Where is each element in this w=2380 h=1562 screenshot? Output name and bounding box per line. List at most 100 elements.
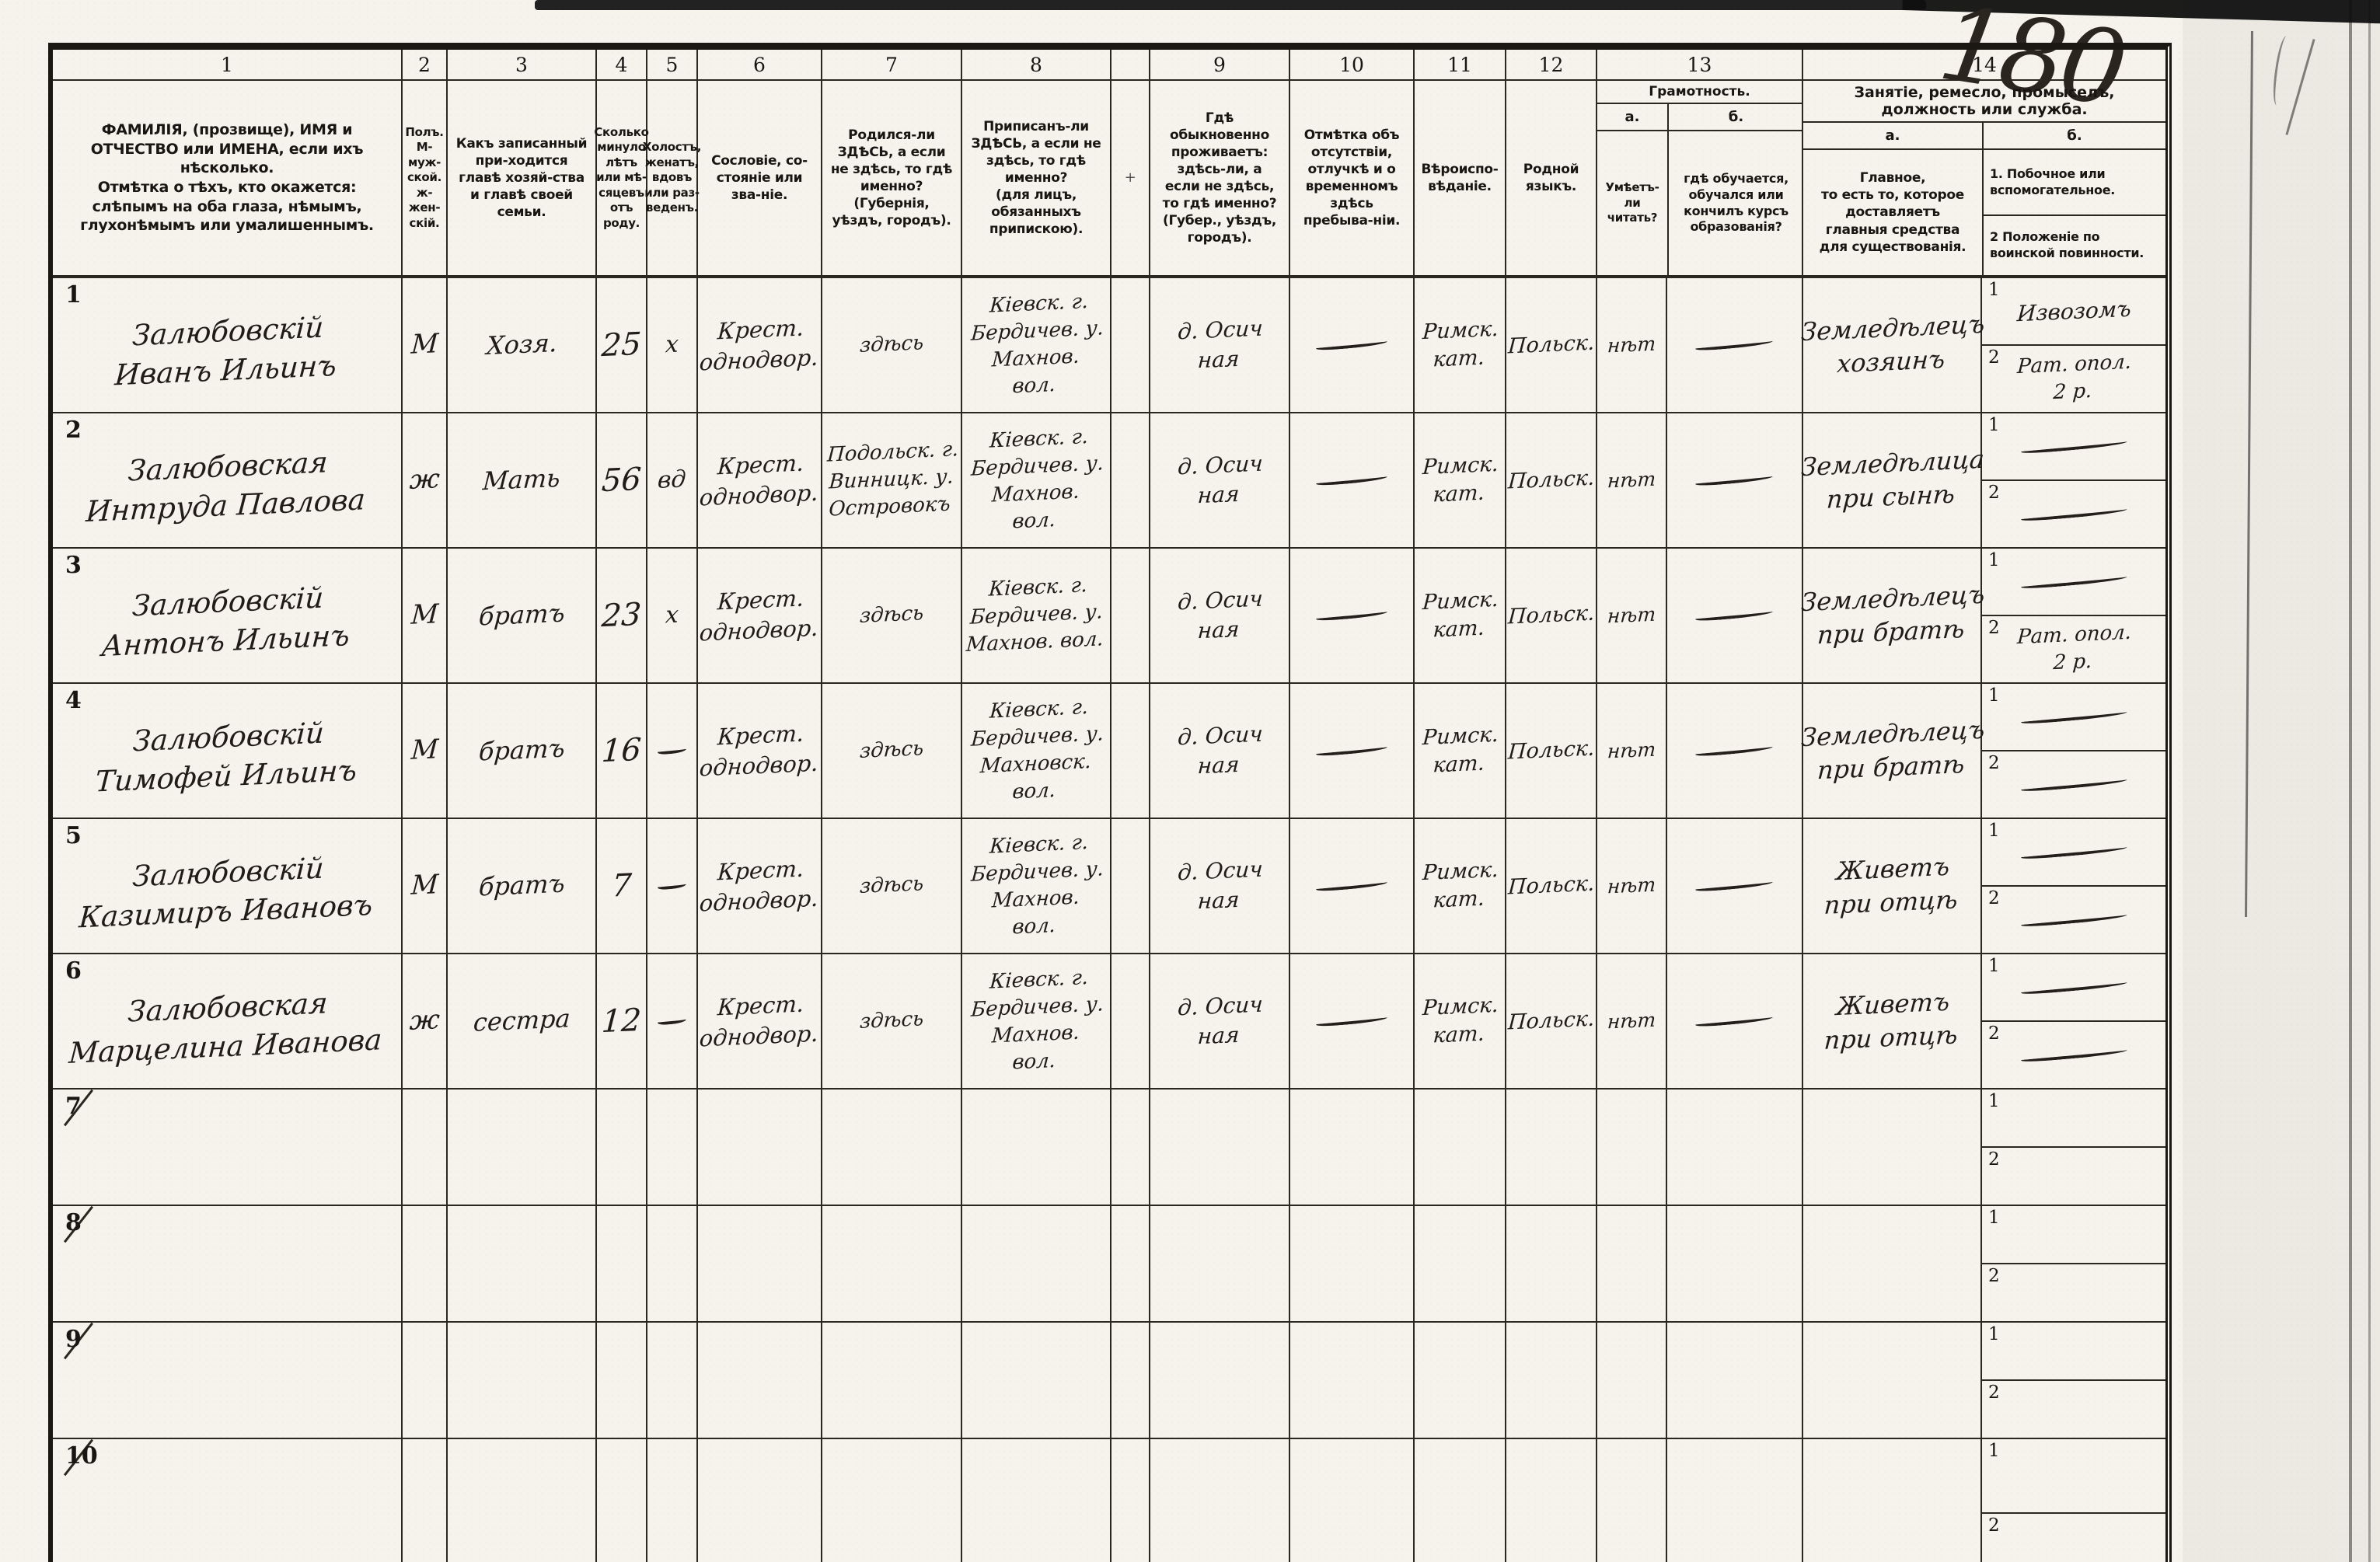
cell-age: 25 [597,278,647,412]
cell-education-value [1695,338,1774,352]
printed-subrow-number: 1 [1988,415,2000,435]
header-row: ФАМИЛІЯ, (прозвище), ИМЯ и ОТЧЕСТВО или … [53,81,2165,278]
cell-residence [1150,1439,1290,1562]
printed-subrow-number: 1 [1988,1441,2000,1461]
row-number: 2 [65,417,82,444]
cell-can-read-value: нѣт [1607,332,1656,357]
cell-marital-status-value [657,1016,687,1026]
cell-residence-value: д. Осич ная [1177,856,1264,915]
printed-subrow-number: 1 [1988,821,2000,841]
cell-relation: сестра [448,954,597,1088]
printed-subrow-number: 2 [1988,1382,2000,1403]
cell-occupation-main [1803,1439,1982,1562]
cell-row-number-and-name: 9 [53,1322,403,1438]
cell-birthplace [822,1323,962,1438]
cell-age-value: 56 [600,461,643,500]
header-sex: Полъ. М-муж-ской. ж-жен-скій. [405,124,444,230]
header-literacy-title: Грамотность. [1597,81,1802,104]
cell-registration-place: Кіевск. г. Бердичев. у. Махнов. вол. [962,278,1111,412]
col-number-10: 10 [1290,50,1415,81]
header-birthplace: Родился-ли ЗДѢСЬ, а если не здѣсь, то гд… [830,127,953,229]
cell-relation [448,1206,597,1321]
cell-religion-value: Римск. кат. [1422,587,1499,643]
cell-spacer [1111,684,1150,818]
cell-can-read [1597,1439,1667,1562]
cell-marital-status [647,684,698,818]
cell-birthplace [822,1439,962,1562]
cell-native-language: Польск. [1506,954,1597,1088]
cell-row-number-and-name: 3 Залюбовскій Антонъ Ильинъ [53,549,403,682]
header-absence: Отмѣтка объ отсутствіи, отлучкѣ и о врем… [1303,127,1401,229]
cell-occupation-main [1803,1090,1982,1205]
cell-estate-value: Крест. однодвор. [698,855,819,917]
cell-native-language-value: Польск. [1506,601,1596,629]
census-form-table: 1 2 3 4 5 6 7 8 9 10 11 12 13 14 ФАМИЛІЯ… [48,43,2172,1562]
cell-relation-value: Хозя. [485,328,558,361]
cell-native-language: Польск. [1506,549,1597,682]
cell-occupation-side-group: 1 2 Рат. опол. 2 р. [1982,549,2165,682]
cell-row-number-and-name: 7 [53,1089,403,1205]
cell-education [1667,1323,1803,1438]
cell-age [597,1323,647,1438]
cell-estate-value: Крест. однодвор. [698,584,819,647]
cell-occupation-main [1803,1323,1982,1438]
cell-native-language-value: Польск. [1506,1006,1596,1035]
cell-row-number-and-name: 1 Залюбовскій Иванъ Ильинъ [53,278,403,412]
cell-absence-note [1290,549,1415,682]
cell-absence-note [1290,1090,1415,1205]
cell-military-status: 2 [1982,481,2165,547]
row-number: 6 [65,957,82,985]
cell-estate-value: Крест. однодвор. [698,990,819,1052]
cell-spacer [1111,1206,1150,1321]
row-number: 7 [65,1093,82,1120]
cell-absence-note [1290,954,1415,1088]
cell-registration-place: Кіевск. г. Бердичев. у. Махнов. вол. [962,413,1111,547]
table-body: 1 Залюбовскій Иванъ Ильинъ М Хозя. 25 х Крест.… [53,278,2165,1562]
page-edge-shadow [2183,0,2380,1562]
cell-residence-value: д. Осич ная [1177,991,1264,1050]
cell-age-value: 23 [600,596,643,635]
cell-can-read-value: нѣт [1607,873,1656,898]
cell-birthplace: Подольск. г. Винницк. у. Островокъ [822,413,962,547]
cell-occupation-side: 1 [1982,684,2165,751]
cell-estate: Крест. однодвор. [698,954,822,1088]
cell-residence [1150,1090,1290,1205]
header-literacy-b-label: б. [1667,104,1803,130]
cell-residence: д. Осич ная [1150,278,1290,412]
cell-estate [698,1090,822,1205]
cell-military-status-value [2020,506,2127,522]
cell-registration-place: Кіевск. г. Бердичев. у. Махновск. вол. [962,684,1111,818]
row-number: 3 [65,552,82,579]
cell-relation-value: сестра [472,1003,571,1038]
cell-occupation-side-value [2020,979,2127,995]
col-number-6: 6 [698,50,822,81]
cell-religion [1415,1323,1506,1438]
header-language: Родной языкъ. [1523,161,1579,194]
cell-relation [448,1439,597,1562]
col-number-spacer [1111,50,1150,81]
cell-registration-place: Кіевск. г. Бердичев. у. Махнов. вол. [962,954,1111,1088]
cell-spacer [1111,278,1150,412]
cell-absence-note-value [1316,744,1387,757]
cell-sex [403,1439,448,1562]
cell-education [1667,549,1803,682]
cell-marital-status [647,954,698,1088]
cell-sex: ж [403,954,448,1088]
cell-row-number-and-name: 2 Залюбовская Интруда Павлова [53,413,403,547]
cell-marital-status-value: х [665,330,680,359]
cell-registration-place [962,1090,1111,1205]
cell-birthplace-value: здѣсь [858,737,925,764]
printed-subrow-number: 1 [1988,280,2000,300]
cell-occupation-side-value: Извозомъ [2015,295,2132,326]
cell-sex-value: ж [408,1004,441,1037]
cell-religion: Римск. кат. [1415,684,1506,818]
cell-estate: Крест. однодвор. [698,684,822,818]
printed-subrow-number: 2 [1988,347,2000,368]
table-row: 10 1 2 [53,1438,2165,1562]
cell-military-status: 2 [1982,887,2165,953]
col-number-14: 14 [1803,50,2165,81]
cell-birthplace: здѣсь [822,549,962,682]
cell-religion: Римск. кат. [1415,549,1506,682]
cell-sex [403,1206,448,1321]
